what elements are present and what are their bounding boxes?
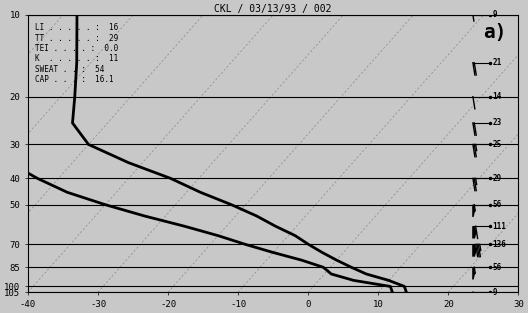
Text: 9: 9 <box>493 10 497 19</box>
Text: 136: 136 <box>493 240 506 249</box>
Text: 25: 25 <box>493 140 502 149</box>
Text: 29: 29 <box>493 174 502 183</box>
Polygon shape <box>474 226 476 239</box>
Text: 23: 23 <box>493 119 502 127</box>
Text: 111: 111 <box>493 222 506 231</box>
Text: 14: 14 <box>493 92 502 101</box>
Polygon shape <box>473 267 475 280</box>
Polygon shape <box>473 226 475 239</box>
Polygon shape <box>473 205 475 217</box>
Title: CKL / 03/13/93 / 002: CKL / 03/13/93 / 002 <box>214 4 332 14</box>
Text: LI . . . . . :  16
TT . . . . . :  29
TEI . . . . :  0.0
K  . . . . . :  11
SWEA: LI . . . . . : 16 TT . . . . . : 29 TEI … <box>35 23 119 84</box>
Text: 21: 21 <box>493 58 502 67</box>
Polygon shape <box>474 244 476 257</box>
Text: 56: 56 <box>493 200 502 209</box>
Text: a): a) <box>483 23 506 42</box>
Text: 9: 9 <box>493 288 497 297</box>
Polygon shape <box>473 244 475 257</box>
Text: 56: 56 <box>493 263 502 272</box>
